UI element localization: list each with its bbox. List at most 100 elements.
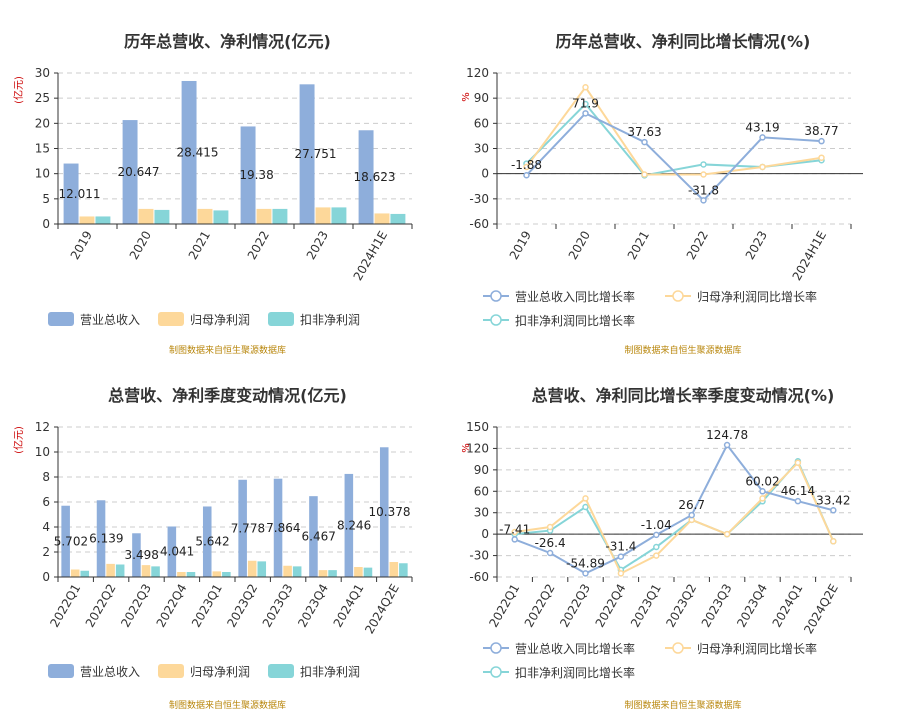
bar-revenue bbox=[202, 506, 212, 577]
x-tick-label: 2020 bbox=[566, 229, 593, 262]
data-point bbox=[818, 137, 825, 145]
x-tick-label: 2022Q4 bbox=[593, 582, 629, 630]
bar-deducted bbox=[115, 564, 125, 577]
data-label: 43.19 bbox=[745, 120, 779, 134]
x-tick-label: 2024H1E bbox=[351, 229, 391, 283]
x-tick-label: 2023Q1 bbox=[628, 582, 664, 630]
bar-deducted bbox=[331, 207, 347, 224]
data-point bbox=[582, 110, 589, 117]
x-tick-label: 2022Q4 bbox=[154, 582, 190, 630]
bar-netprofit bbox=[177, 572, 186, 577]
x-tick-label: 2023Q4 bbox=[295, 582, 331, 630]
x-tick-label: 2024Q2E bbox=[801, 582, 841, 637]
data-point bbox=[546, 549, 554, 557]
data-label: 18.623 bbox=[354, 170, 396, 184]
y-tick-label: 90 bbox=[474, 463, 489, 477]
legend-marker bbox=[490, 666, 502, 678]
bar-netprofit bbox=[70, 569, 80, 577]
data-point bbox=[759, 134, 766, 141]
bar-deducted bbox=[151, 566, 160, 577]
source-note: 制图数据来自恒生聚源数据库 bbox=[168, 701, 286, 711]
data-label: -1.88 bbox=[511, 158, 542, 172]
bar-deducted bbox=[186, 572, 196, 577]
data-label: 37.63 bbox=[627, 125, 661, 139]
data-point bbox=[582, 100, 589, 108]
data-point bbox=[523, 163, 530, 171]
bar-revenue bbox=[63, 163, 79, 224]
y-unit-label: (亿元) bbox=[12, 426, 25, 454]
data-label: -54.89 bbox=[566, 556, 605, 570]
bar-deducted bbox=[328, 570, 337, 577]
legend-label: 归母净利润 bbox=[190, 665, 250, 679]
y-tick-label: -60 bbox=[469, 217, 489, 231]
data-point bbox=[641, 171, 648, 178]
source-note: 制图数据来自恒生聚源数据库 bbox=[624, 346, 742, 356]
legend-swatch bbox=[48, 664, 74, 678]
data-point bbox=[653, 543, 660, 551]
x-tick-label: 2024Q1 bbox=[770, 582, 806, 630]
data-label: 7.778 bbox=[231, 521, 265, 535]
x-tick-label: 2021 bbox=[625, 229, 652, 262]
bar-netprofit bbox=[256, 208, 272, 224]
y-tick-label: 0 bbox=[42, 570, 50, 584]
data-label: 71.9 bbox=[572, 96, 599, 110]
y-tick-label: 2 bbox=[42, 545, 50, 559]
legend-label: 营业总收入 bbox=[80, 665, 140, 679]
data-label: 5.642 bbox=[195, 535, 229, 549]
data-label: 7.864 bbox=[266, 521, 300, 535]
legend-label: 归母净利润 bbox=[190, 313, 250, 327]
bar-deducted bbox=[292, 566, 302, 577]
x-tick-label: 2020 bbox=[127, 229, 154, 262]
y-unit-label: % bbox=[461, 443, 472, 453]
data-point bbox=[700, 161, 707, 168]
bar-revenue bbox=[167, 526, 177, 577]
bar-netprofit bbox=[141, 565, 151, 577]
data-label: 27.751 bbox=[295, 147, 337, 161]
y-tick-label: 10 bbox=[35, 445, 50, 459]
data-label: -31.8 bbox=[688, 183, 719, 197]
bar-revenue bbox=[61, 505, 70, 577]
bar-revenue bbox=[181, 80, 197, 224]
x-tick-label: 2022Q3 bbox=[118, 582, 154, 630]
x-tick-label: 2024Q1 bbox=[331, 582, 367, 630]
bar-revenue bbox=[240, 126, 256, 224]
legend-swatch bbox=[48, 312, 74, 326]
source-note: 制图数据来自恒生聚源数据库 bbox=[624, 701, 742, 711]
bar-netprofit bbox=[247, 560, 257, 577]
legend-marker bbox=[490, 642, 502, 654]
x-tick-label: 2022Q2 bbox=[83, 582, 119, 630]
data-point bbox=[653, 552, 660, 559]
data-point bbox=[653, 531, 660, 539]
chart-title: 历年总营收、净利同比增长情况(%) bbox=[555, 32, 811, 51]
y-tick-label: 0 bbox=[481, 167, 489, 181]
data-point bbox=[723, 441, 731, 449]
data-point bbox=[582, 84, 589, 91]
legend-label: 营业总收入同比增长率 bbox=[515, 289, 635, 304]
data-label: -1.04 bbox=[641, 518, 672, 532]
bar-revenue bbox=[299, 84, 315, 224]
data-point bbox=[794, 459, 802, 466]
quarter-growth-chart: -60 -30 0 30 60 90 120 150% -7.41 -26.4-54.89-31.… bbox=[461, 420, 863, 680]
series-line bbox=[514, 443, 834, 575]
series-line bbox=[525, 85, 822, 176]
y-tick-label: 120 bbox=[466, 66, 489, 80]
x-tick-label: 2023Q3 bbox=[260, 582, 296, 630]
bar-netprofit bbox=[283, 565, 292, 577]
data-label: 46.14 bbox=[781, 484, 815, 498]
data-label: 8.246 bbox=[337, 518, 371, 532]
y-unit-label: % bbox=[461, 92, 472, 102]
data-label: 19.38 bbox=[239, 168, 273, 182]
chart-title: 总营收、净利同比增长率季度变动情况(%) bbox=[531, 386, 835, 405]
data-label: 6.139 bbox=[89, 532, 123, 546]
legend-marker bbox=[490, 314, 502, 326]
bar-revenue bbox=[122, 120, 138, 224]
data-point bbox=[582, 495, 589, 502]
x-tick-label: 2023 bbox=[304, 229, 331, 262]
bar-netprofit bbox=[212, 571, 222, 577]
x-tick-label: 2022Q1 bbox=[486, 582, 522, 630]
bar-netprofit bbox=[197, 208, 213, 224]
data-point bbox=[700, 171, 707, 178]
y-tick-label: 120 bbox=[466, 441, 489, 455]
y-unit-label: (亿元) bbox=[12, 76, 25, 104]
